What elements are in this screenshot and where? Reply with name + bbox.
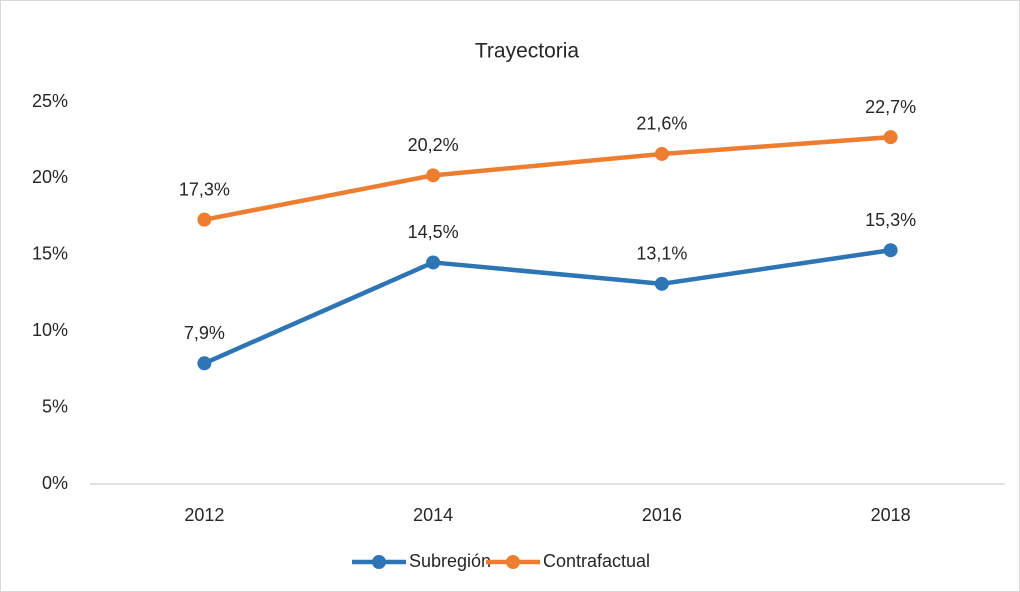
y-tick-label: 15% xyxy=(32,244,68,264)
data-label: 13,1% xyxy=(636,244,687,264)
chart-title: Trayectoria xyxy=(475,40,580,63)
legend-marker xyxy=(506,555,520,569)
x-tick-label: 2018 xyxy=(871,505,911,525)
series-line xyxy=(203,247,891,366)
data-point xyxy=(197,212,212,227)
y-tick-label: 5% xyxy=(42,396,68,416)
data-point xyxy=(197,356,212,371)
series-line xyxy=(203,134,891,222)
data-label: 15,3% xyxy=(865,210,916,230)
x-tick-label: 2012 xyxy=(184,505,224,525)
x-tick-label: 2014 xyxy=(413,505,453,525)
legend-label: Subregión xyxy=(409,551,491,571)
data-label: 14,5% xyxy=(408,222,459,242)
data-point xyxy=(426,168,441,183)
y-tick-label: 10% xyxy=(32,320,68,340)
data-point xyxy=(883,130,898,145)
y-tick-label: 0% xyxy=(42,473,68,493)
data-label: 17,3% xyxy=(179,179,230,199)
data-label: 7,9% xyxy=(184,323,225,343)
y-tick-label: 20% xyxy=(32,167,68,187)
legend-marker xyxy=(372,555,386,569)
data-label: 21,6% xyxy=(636,114,687,134)
x-tick-label: 2016 xyxy=(642,505,682,525)
data-point xyxy=(883,243,898,258)
data-point xyxy=(654,276,669,291)
data-point xyxy=(654,146,669,161)
data-label: 20,2% xyxy=(408,135,459,155)
y-tick-label: 25% xyxy=(32,91,68,111)
data-point xyxy=(426,255,441,270)
legend-label: Contrafactual xyxy=(543,551,650,571)
data-label: 22,7% xyxy=(865,97,916,117)
